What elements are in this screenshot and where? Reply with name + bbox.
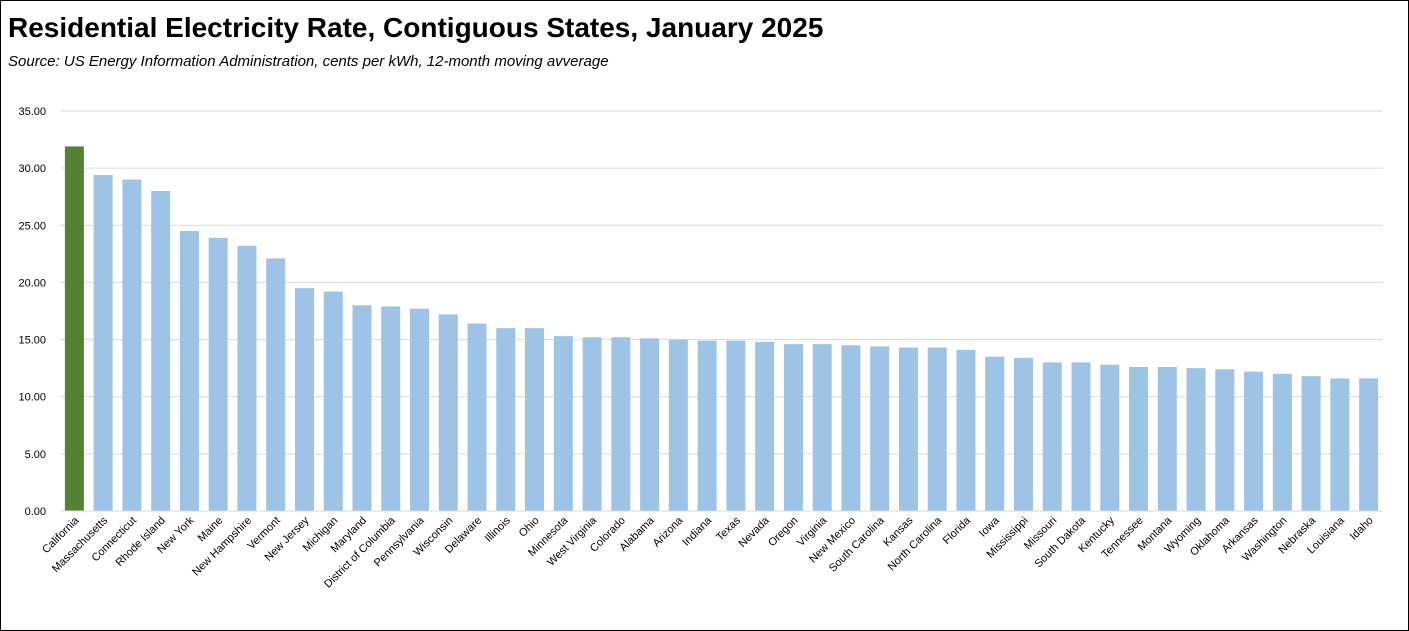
bar-nebraska xyxy=(1301,376,1321,511)
x-tick-label: Arizona xyxy=(651,514,686,549)
x-tick-label: Ohio xyxy=(517,515,542,540)
bar-pennsylvania xyxy=(410,308,430,511)
bars xyxy=(64,146,1379,512)
y-tick-label: 15.00 xyxy=(18,335,46,347)
bar-tennessee xyxy=(1129,367,1149,511)
bar-arkansas xyxy=(1244,371,1264,511)
bar-massachusetts xyxy=(93,175,113,511)
y-axis-tick-labels: 0.00 5.00 10.00 15.00 20.00 25.00 30.00 35.00 xyxy=(18,106,46,518)
bar-wyoming xyxy=(1186,368,1206,511)
bar-maine xyxy=(208,237,228,511)
bar-new-mexico xyxy=(841,345,861,511)
bar-louisiana xyxy=(1330,378,1350,511)
bar-alabama xyxy=(640,338,660,511)
bar-rhode-island xyxy=(151,191,171,511)
y-tick-label: 35.00 xyxy=(18,106,46,118)
page-subtitle: Source: US Energy Information Administra… xyxy=(8,53,609,70)
x-tick-label: Illinois xyxy=(483,514,513,544)
bar-indiana xyxy=(697,340,717,511)
bar-virginia xyxy=(812,344,832,511)
bar-north-carolina xyxy=(927,347,947,511)
bar-colorado xyxy=(611,337,631,511)
bar-oklahoma xyxy=(1215,369,1235,511)
bar-vermont xyxy=(266,258,286,511)
bar-district-of-columbia xyxy=(381,306,401,511)
bar-new-york xyxy=(179,231,199,511)
bar-minnesota xyxy=(553,336,573,511)
gridlines xyxy=(60,110,1383,455)
bar-california xyxy=(64,146,84,511)
bar-south-dakota xyxy=(1071,362,1091,511)
bar-kentucky xyxy=(1100,364,1120,511)
bar-wisconsin xyxy=(438,314,458,511)
bar-arizona xyxy=(668,339,688,511)
bar-oregon xyxy=(783,344,803,511)
bar-connecticut xyxy=(122,179,142,512)
bar-south-carolina xyxy=(870,346,890,511)
bar-west-virginia xyxy=(582,337,602,511)
bar-florida xyxy=(956,349,976,511)
x-tick-label: Oregon xyxy=(766,515,800,549)
bar-michigan xyxy=(323,291,343,511)
y-tick-label: 0.00 xyxy=(25,506,46,518)
x-tick-label: Iowa xyxy=(977,514,1003,540)
bar-kansas xyxy=(898,347,918,511)
bar-washington xyxy=(1272,373,1292,511)
bar-idaho xyxy=(1359,378,1379,511)
y-tick-label: 30.00 xyxy=(18,163,46,175)
bar-missouri xyxy=(1042,362,1062,511)
bar-maryland xyxy=(352,305,372,511)
bar-nevada xyxy=(755,341,775,511)
x-tick-label: Florida xyxy=(941,514,974,547)
bar-new-jersey xyxy=(294,288,314,511)
bar-texas xyxy=(726,340,746,511)
y-tick-label: 25.00 xyxy=(18,220,46,232)
y-tick-label: 10.00 xyxy=(18,392,46,404)
y-tick-label: 5.00 xyxy=(25,449,46,461)
x-tick-label: Indiana xyxy=(680,514,715,549)
page-title: Residential Electricity Rate, Contiguous… xyxy=(8,12,824,43)
bar-ohio xyxy=(525,328,545,511)
bar-iowa xyxy=(985,356,1005,511)
y-tick-label: 20.00 xyxy=(18,277,46,289)
bar-mississippi xyxy=(1013,357,1033,511)
x-tick-label: Nevada xyxy=(736,514,772,550)
bar-delaware xyxy=(467,323,487,511)
bar-montana xyxy=(1157,367,1177,511)
x-tick-label: Idaho xyxy=(1348,515,1376,543)
bar-illinois xyxy=(496,328,516,511)
bar-new-hampshire xyxy=(237,245,257,511)
x-axis-tick-labels: CaliforniaMassachusettsConnecticutRhode … xyxy=(40,514,1376,591)
